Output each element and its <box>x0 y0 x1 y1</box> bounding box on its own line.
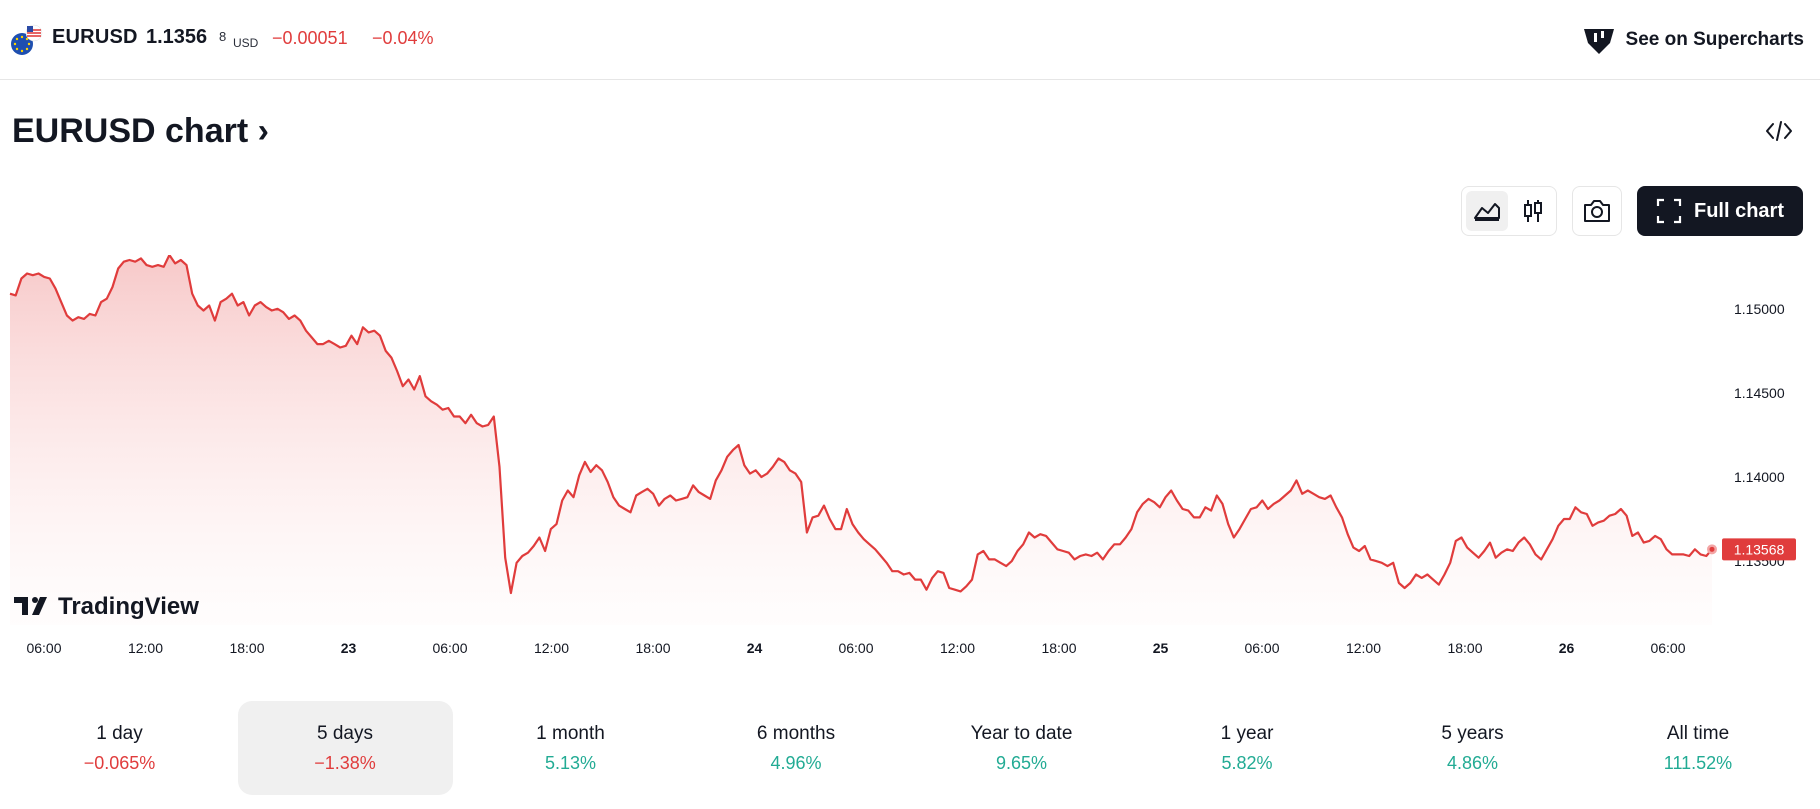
last-price-label: 1.13568 <box>1734 541 1785 557</box>
supercharts-icon <box>1583 29 1614 54</box>
x-tick-label: 12:00 <box>1346 640 1381 656</box>
period-selector: 1 day −0.065% 5 days −1.38% 1 month 5.13% 6 mo… <box>12 701 1808 795</box>
symbol: EURUSD <box>52 26 138 48</box>
tradingview-watermark: TradingView <box>14 593 199 620</box>
x-tick-label: 06:00 <box>838 640 873 656</box>
period-label: All time <box>1666 723 1730 744</box>
period-change: −1.38% <box>314 753 376 773</box>
period-change: 5.82% <box>1221 753 1273 773</box>
x-tick-label: 18:00 <box>229 640 264 656</box>
last-price-badge <box>1722 538 1796 561</box>
currency: USD <box>233 36 259 50</box>
see-on-supercharts-link[interactable]: See on Supercharts <box>1582 22 1804 58</box>
x-tick-label: 12:00 <box>940 640 975 656</box>
code-embed-icon[interactable] <box>1764 116 1794 146</box>
candles-icon <box>1524 200 1542 222</box>
period-change: 4.86% <box>1446 753 1499 773</box>
period-change: 111.52% <box>1663 753 1733 773</box>
price-change-percent: −0.04% <box>372 28 434 48</box>
last-price: 1.1356 <box>146 26 208 48</box>
last-price-superscript: 8 <box>219 29 227 44</box>
price-change: −0.00051 <box>272 28 348 48</box>
area-chart-icon <box>1474 203 1500 221</box>
x-tick-label: 12:00 <box>128 640 163 656</box>
camera-icon <box>1584 200 1610 222</box>
period-5-years[interactable]: 5 years 4.86% <box>1365 701 1580 795</box>
x-tick-label: 18:00 <box>1447 640 1482 656</box>
tradingview-wordmark: TradingView <box>58 593 199 620</box>
y-tick-label: 1.14000 <box>1734 469 1785 485</box>
last-price-dot-core <box>1709 546 1715 552</box>
screenshot-button[interactable] <box>1572 186 1622 236</box>
x-tick-label: 06:00 <box>1650 640 1685 656</box>
period-1-month[interactable]: 1 month 5.13% <box>463 701 678 795</box>
x-tick-label: 18:00 <box>1041 640 1076 656</box>
chart-title-link[interactable]: EURUSD chart › <box>12 112 269 150</box>
full-chart-label: Full chart <box>1693 199 1784 222</box>
x-tick-label: 26 <box>1559 640 1575 656</box>
period-label: 1 day <box>96 723 143 744</box>
period-label: 6 months <box>756 723 836 744</box>
period-label: Year to date <box>970 723 1073 744</box>
x-tick-label: 23 <box>341 640 357 656</box>
period-all-time[interactable]: All time 111.52% <box>1591 701 1806 795</box>
period-label: 1 month <box>536 723 605 744</box>
x-axis: 06:00 12:00 18:00 23 06:00 12:00 18:00 24 06:00 1… <box>26 640 1685 656</box>
ticker-header: EURUSD 1.1356 8 USD −0.00051 −0.04% See … <box>0 0 1820 80</box>
x-tick-label: 12:00 <box>534 640 569 656</box>
x-tick-label: 06:00 <box>432 640 467 656</box>
x-tick-label: 06:00 <box>1244 640 1279 656</box>
fullscreen-icon <box>1656 198 1682 224</box>
period-label: 5 years <box>1441 723 1504 744</box>
chart-style-toggle <box>1461 186 1557 236</box>
period-1-year[interactable]: 1 year 5.82% <box>1140 701 1355 795</box>
period-6-months[interactable]: 6 months 4.96% <box>689 701 904 795</box>
x-tick-label: 25 <box>1153 640 1169 656</box>
candles-button[interactable] <box>1512 191 1554 231</box>
y-tick-label: 1.14500 <box>1734 385 1785 401</box>
y-tick-label: 1.15000 <box>1734 301 1785 317</box>
period-label: 5 days <box>317 723 373 744</box>
full-chart-button[interactable]: Full chart <box>1637 186 1803 236</box>
price-line <box>9 255 1713 595</box>
period-change: 5.13% <box>544 753 597 773</box>
period-1-day[interactable]: 1 day −0.065% <box>12 701 227 795</box>
price-area-fill <box>10 255 1712 625</box>
x-tick-label: 06:00 <box>26 640 61 656</box>
period-label: 1 year <box>1220 723 1274 744</box>
period-change: 9.65% <box>995 753 1048 773</box>
x-tick-label: 18:00 <box>635 640 670 656</box>
period-change: 4.96% <box>770 753 822 773</box>
flag-icon <box>11 24 43 55</box>
last-price-marker: 1.13568 <box>1707 538 1796 561</box>
period-5-days[interactable]: 5 days −1.38% <box>237 701 453 795</box>
area-chart-button[interactable] <box>1466 191 1508 231</box>
period-year-to-date[interactable]: Year to date 9.65% <box>914 701 1129 795</box>
tradingview-logo-icon <box>14 597 47 615</box>
see-on-supercharts-label: See on Supercharts <box>1625 29 1804 50</box>
period-change: −0.065% <box>83 753 156 773</box>
x-tick-label: 24 <box>747 640 763 656</box>
